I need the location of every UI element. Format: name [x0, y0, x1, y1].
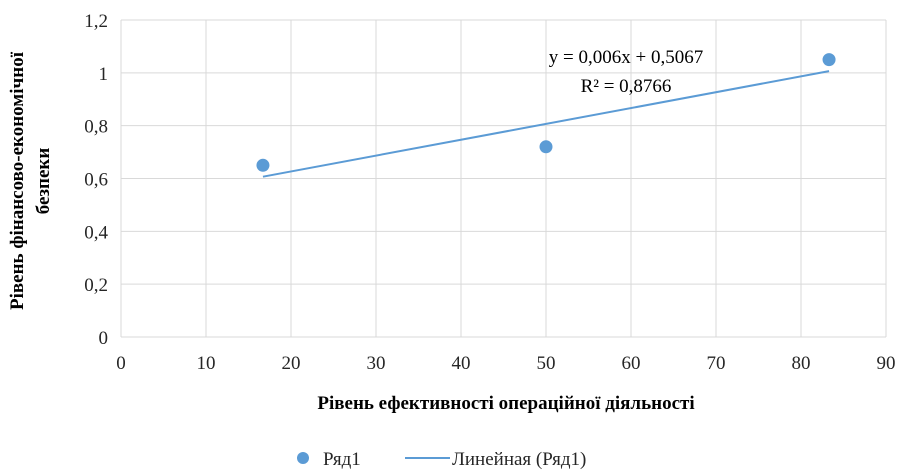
- trendline-r-squared: R² = 0,8766: [581, 76, 672, 97]
- trendline-equation: y = 0,006x + 0,5067: [549, 47, 703, 68]
- y-tick-labels: 0 0,2 0,4 0,6 0,8 1 1,2: [84, 11, 108, 349]
- x-tick-label: 60: [622, 353, 641, 374]
- legend-marker-series: [297, 452, 309, 464]
- y-axis-title: Рівень фінансово-економічної безпеки: [7, 51, 54, 310]
- y-tick-label: 0: [99, 328, 109, 349]
- data-point: [539, 140, 553, 154]
- data-point: [256, 158, 270, 172]
- x-tick-label: 10: [197, 353, 216, 374]
- x-tick-label: 70: [707, 353, 726, 374]
- x-tick-label: 40: [452, 353, 471, 374]
- y-axis-title-line2: безпеки: [33, 148, 54, 215]
- x-tick-label: 80: [792, 353, 811, 374]
- data-points: [256, 53, 836, 172]
- legend: Ряд1 Линейная (Ряд1): [297, 449, 586, 470]
- y-tick-label: 0,4: [84, 222, 108, 243]
- y-tick-label: 0,6: [84, 170, 108, 191]
- grid-lines: [120, 19, 887, 338]
- y-tick-label: 1,2: [84, 11, 108, 32]
- legend-label-trendline: Линейная (Ряд1): [452, 449, 586, 470]
- legend-label-series: Ряд1: [323, 449, 361, 470]
- y-tick-label: 0,2: [84, 275, 108, 296]
- x-tick-label: 20: [282, 353, 301, 374]
- x-tick-label: 50: [537, 353, 556, 374]
- y-axis-title-line1: Рівень фінансово-економічної: [7, 51, 28, 310]
- trendline-layer: [262, 70, 830, 178]
- x-axis-title: Рівень ефективності операційної діяльнос…: [317, 393, 694, 414]
- data-point: [822, 53, 836, 67]
- x-tick-label: 90: [877, 353, 896, 374]
- x-tick-label: 0: [116, 353, 126, 374]
- trendline: [262, 70, 830, 178]
- x-tick-labels: 0 10 20 30 40 50 60 70 80 90: [116, 353, 895, 374]
- x-tick-label: 30: [367, 353, 386, 374]
- y-tick-label: 0,8: [84, 117, 108, 138]
- y-tick-label: 1: [99, 64, 109, 85]
